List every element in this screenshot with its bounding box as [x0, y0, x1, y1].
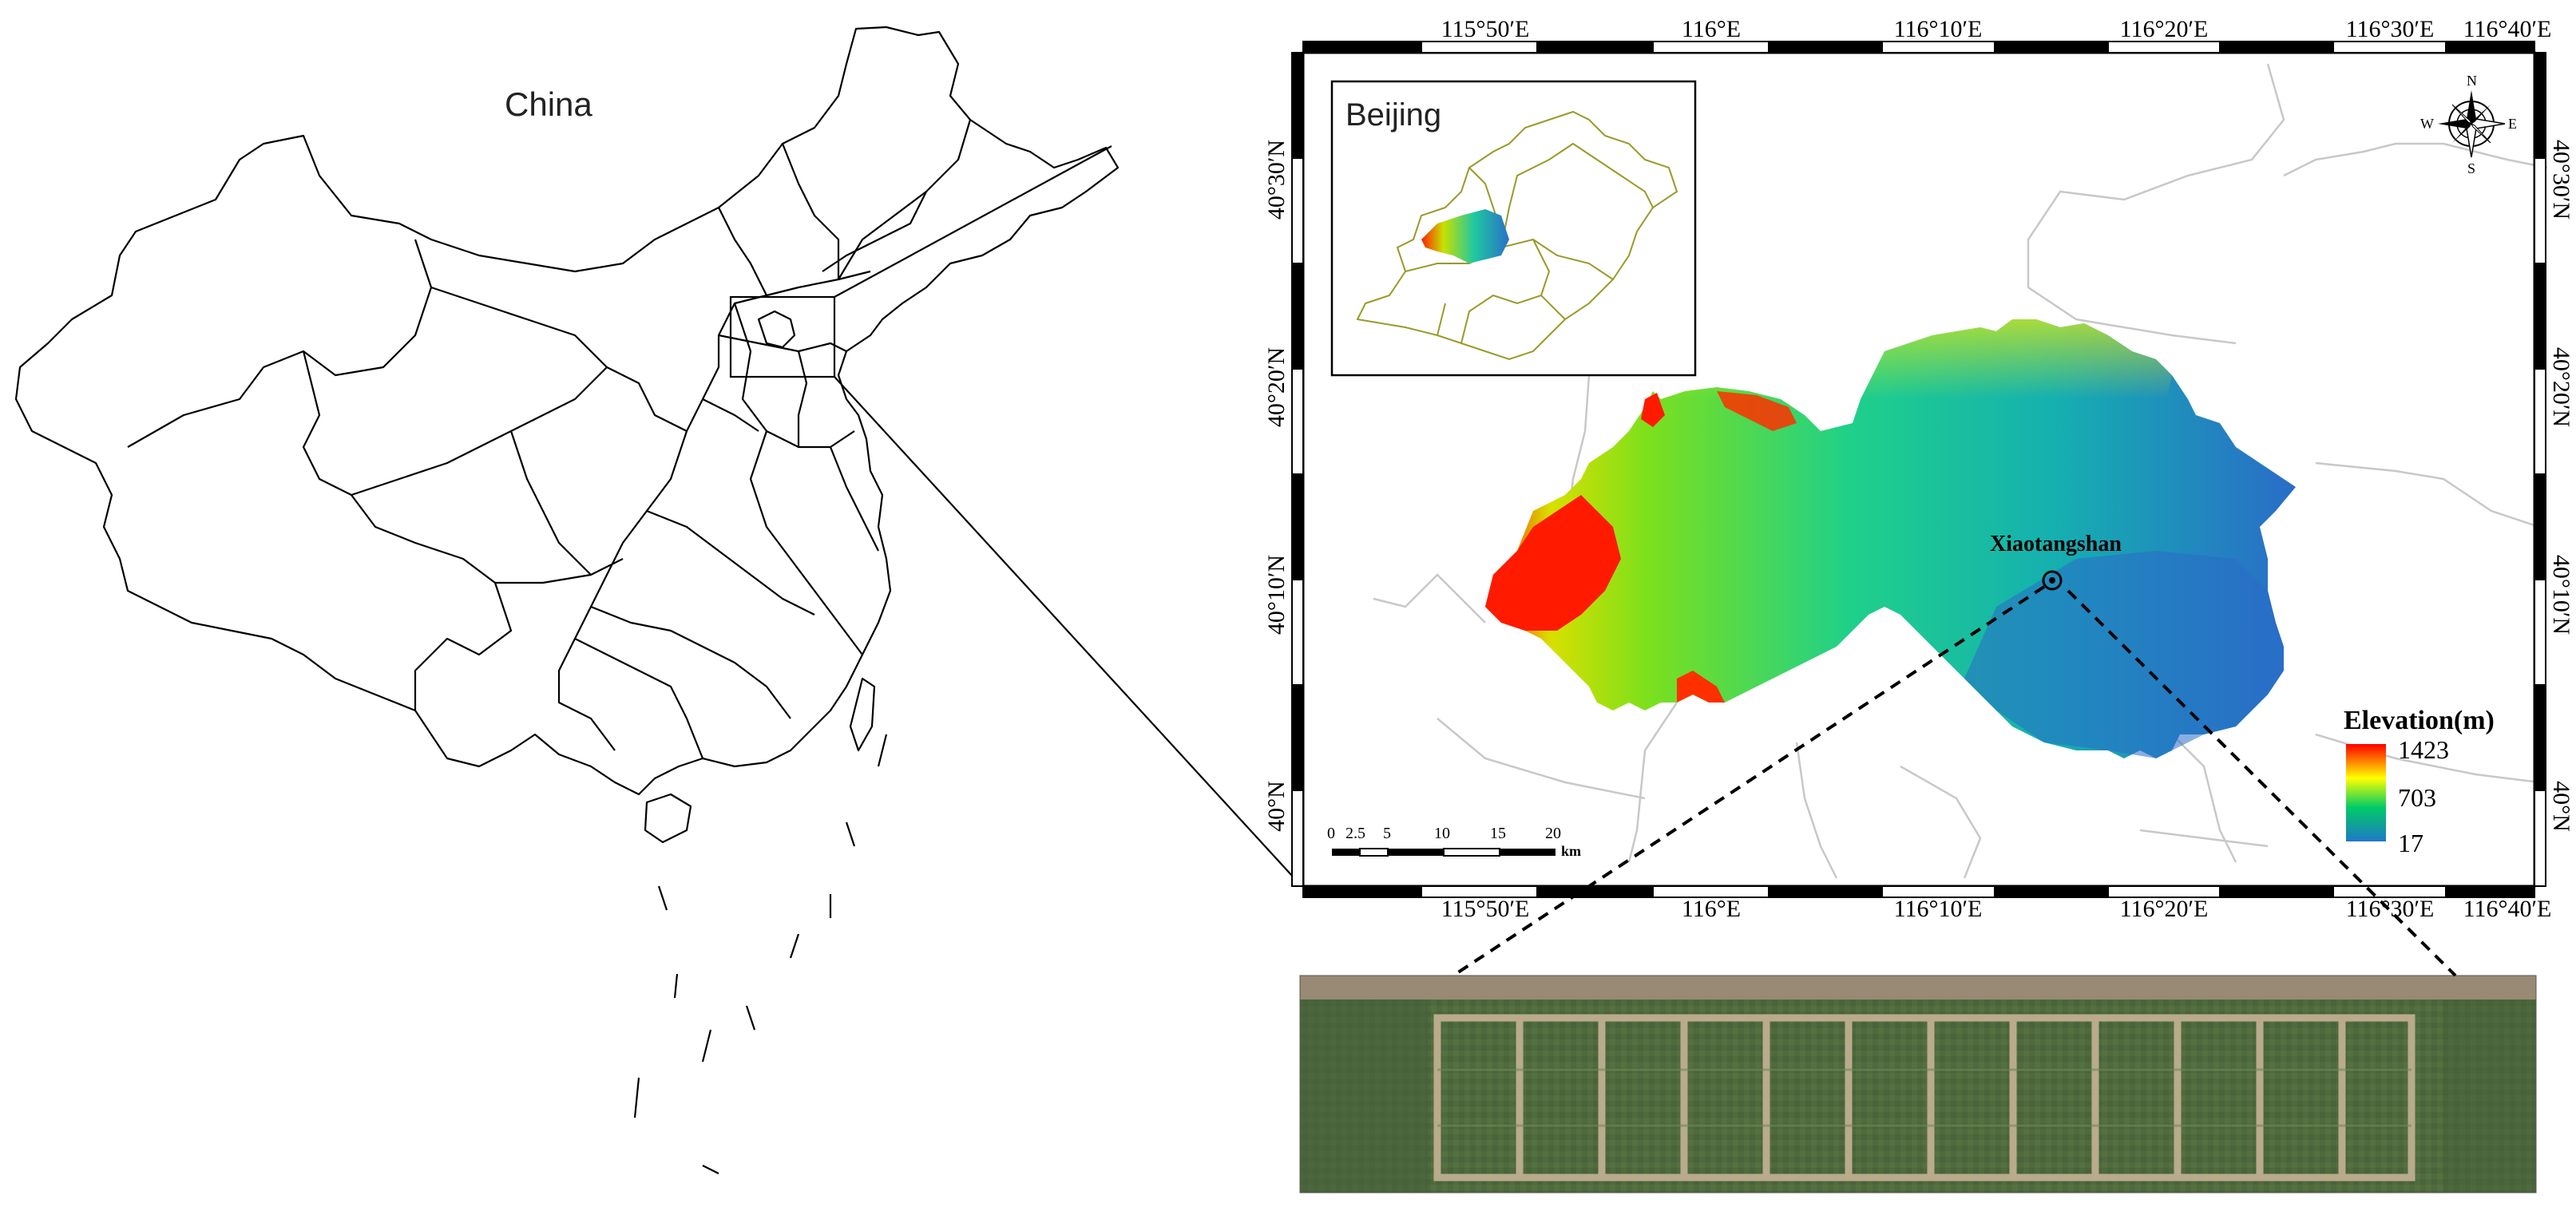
left-tick-label: 40°20′N [1263, 347, 1290, 427]
frame-segment-left [1291, 473, 1304, 580]
top-tick-label: 116°E [1682, 16, 1741, 42]
scale-label-1: 2.5 [1345, 825, 1365, 842]
top-tick-label: 116°20′E [2120, 16, 2209, 42]
frame-segment-left [1291, 52, 1304, 159]
frame-segment-right [2534, 473, 2546, 580]
zoom-line-lower [834, 376, 1302, 887]
china-province-map [14, 26, 1120, 1174]
frame-segment-bottom [2445, 885, 2535, 898]
frame-segment-left [1291, 263, 1304, 370]
scale-label-5: 20 [1545, 825, 1561, 842]
frame-segment-top [1881, 41, 1995, 53]
frame-segment-right [2534, 157, 2546, 264]
legend-min: 17 [2398, 829, 2423, 857]
scale-label-3: 10 [1434, 825, 1450, 842]
frame-segment-right [2534, 52, 2546, 159]
frame-segment-right [2534, 368, 2546, 475]
left-tick-label: 40°30′N [1263, 140, 1290, 220]
top-tick-label: 115°50′E [1441, 16, 1530, 42]
main-map: Xiaotangshan Beijing N [1263, 16, 2574, 922]
frame-segment-left [1291, 157, 1304, 264]
scale-label-2: 5 [1383, 825, 1391, 842]
compass-w: W [2420, 116, 2434, 132]
map-coordinate-labels: 115°50′E 116°E 116°10′E 116°20′E 116°30′E 116… [1263, 16, 2574, 922]
inset-label: Beijing [1345, 97, 1441, 133]
frame-segment-bottom [1994, 885, 2109, 898]
elevation-legend: Elevation(m) 1423 703 17 [2344, 706, 2495, 857]
legend-max: 1423 [2398, 735, 2449, 764]
bottom-tick-label: 116°40′E [2463, 896, 2552, 922]
frame-segment-bottom [2219, 885, 2334, 898]
site-marker-dot [2049, 577, 2055, 584]
frame-segment-bottom [1768, 885, 1883, 898]
scale-unit: km [1561, 843, 1581, 859]
legend-colorbar [2346, 744, 2386, 841]
frame-segment-top [2219, 41, 2334, 53]
right-tick-label: 40°30′N [2548, 140, 2574, 220]
bottom-tick-label: 116°E [1682, 896, 1741, 922]
frame-segment-top [1768, 41, 1883, 53]
top-tick-label: 116°10′E [1894, 16, 1983, 42]
photo-zoom-line-left [1452, 585, 2046, 977]
scale-label-0: 0 [1327, 825, 1335, 842]
bottom-tick-label: 115°50′E [1441, 896, 1530, 922]
right-tick-label: 40°20′N [2548, 347, 2574, 427]
legend-mid: 703 [2398, 783, 2436, 812]
frame-segment-top [2107, 41, 2221, 53]
bottom-tick-label: 116°30′E [2346, 896, 2435, 922]
left-tick-label: 40°10′N [1263, 555, 1290, 635]
site-label: Xiaotangshan [1990, 532, 2122, 556]
map-border-bars [1291, 41, 2546, 898]
frame-segment-right [2534, 790, 2546, 887]
frame-segment-top [1302, 41, 1422, 53]
compass-n: N [2467, 73, 2477, 89]
beijing-inset: Beijing [1330, 80, 1697, 377]
frame-segment-left [1291, 790, 1304, 887]
field-plots [1433, 1014, 2415, 1182]
frame-segment-top [2445, 41, 2535, 53]
frame-segment-bottom [1302, 885, 1422, 898]
frame-segment-right [2534, 263, 2546, 370]
right-tick-label: 40°10′N [2548, 555, 2574, 635]
frame-segment-top [1536, 41, 1654, 53]
left-tick-label: 40°N [1263, 781, 1290, 832]
top-tick-label: 116°40′E [2463, 16, 2552, 42]
frame-segment-top [2332, 41, 2447, 53]
frame-segment-left [1291, 684, 1304, 791]
frame-segment-left [1291, 368, 1304, 475]
aerial-photo [1299, 975, 2537, 1193]
scale-label-4: 15 [1490, 825, 1506, 842]
frame-segment-top [1652, 41, 1770, 53]
top-tick-label: 116°30′E [2346, 16, 2435, 42]
frame-segment-top [1421, 41, 1538, 53]
scale-bar: 0 2.5 5 10 15 20 km [1327, 825, 1581, 859]
frame-segment-right [2534, 579, 2546, 686]
country-label: China [505, 85, 592, 123]
bottom-tick-label: 116°10′E [1894, 896, 1983, 922]
frame-segment-left [1291, 579, 1304, 686]
frame-segment-top [1994, 41, 2109, 53]
zoom-line-upper [834, 145, 1112, 298]
legend-title: Elevation(m) [2344, 706, 2495, 735]
beijing-selection-box [729, 295, 836, 378]
compass-s: S [2467, 160, 2475, 176]
frame-segment-bottom [1536, 885, 1654, 898]
elevation-raster [1485, 319, 2296, 758]
frame-segment-right [2534, 684, 2546, 791]
right-tick-label: 40°N [2548, 781, 2574, 832]
bottom-tick-label: 116°20′E [2120, 896, 2209, 922]
photo-zoom-line-right [2067, 589, 2457, 977]
site-marker [2042, 570, 2063, 591]
compass-e: E [2508, 116, 2517, 132]
north-arrow-icon: N S E W [2420, 73, 2517, 176]
